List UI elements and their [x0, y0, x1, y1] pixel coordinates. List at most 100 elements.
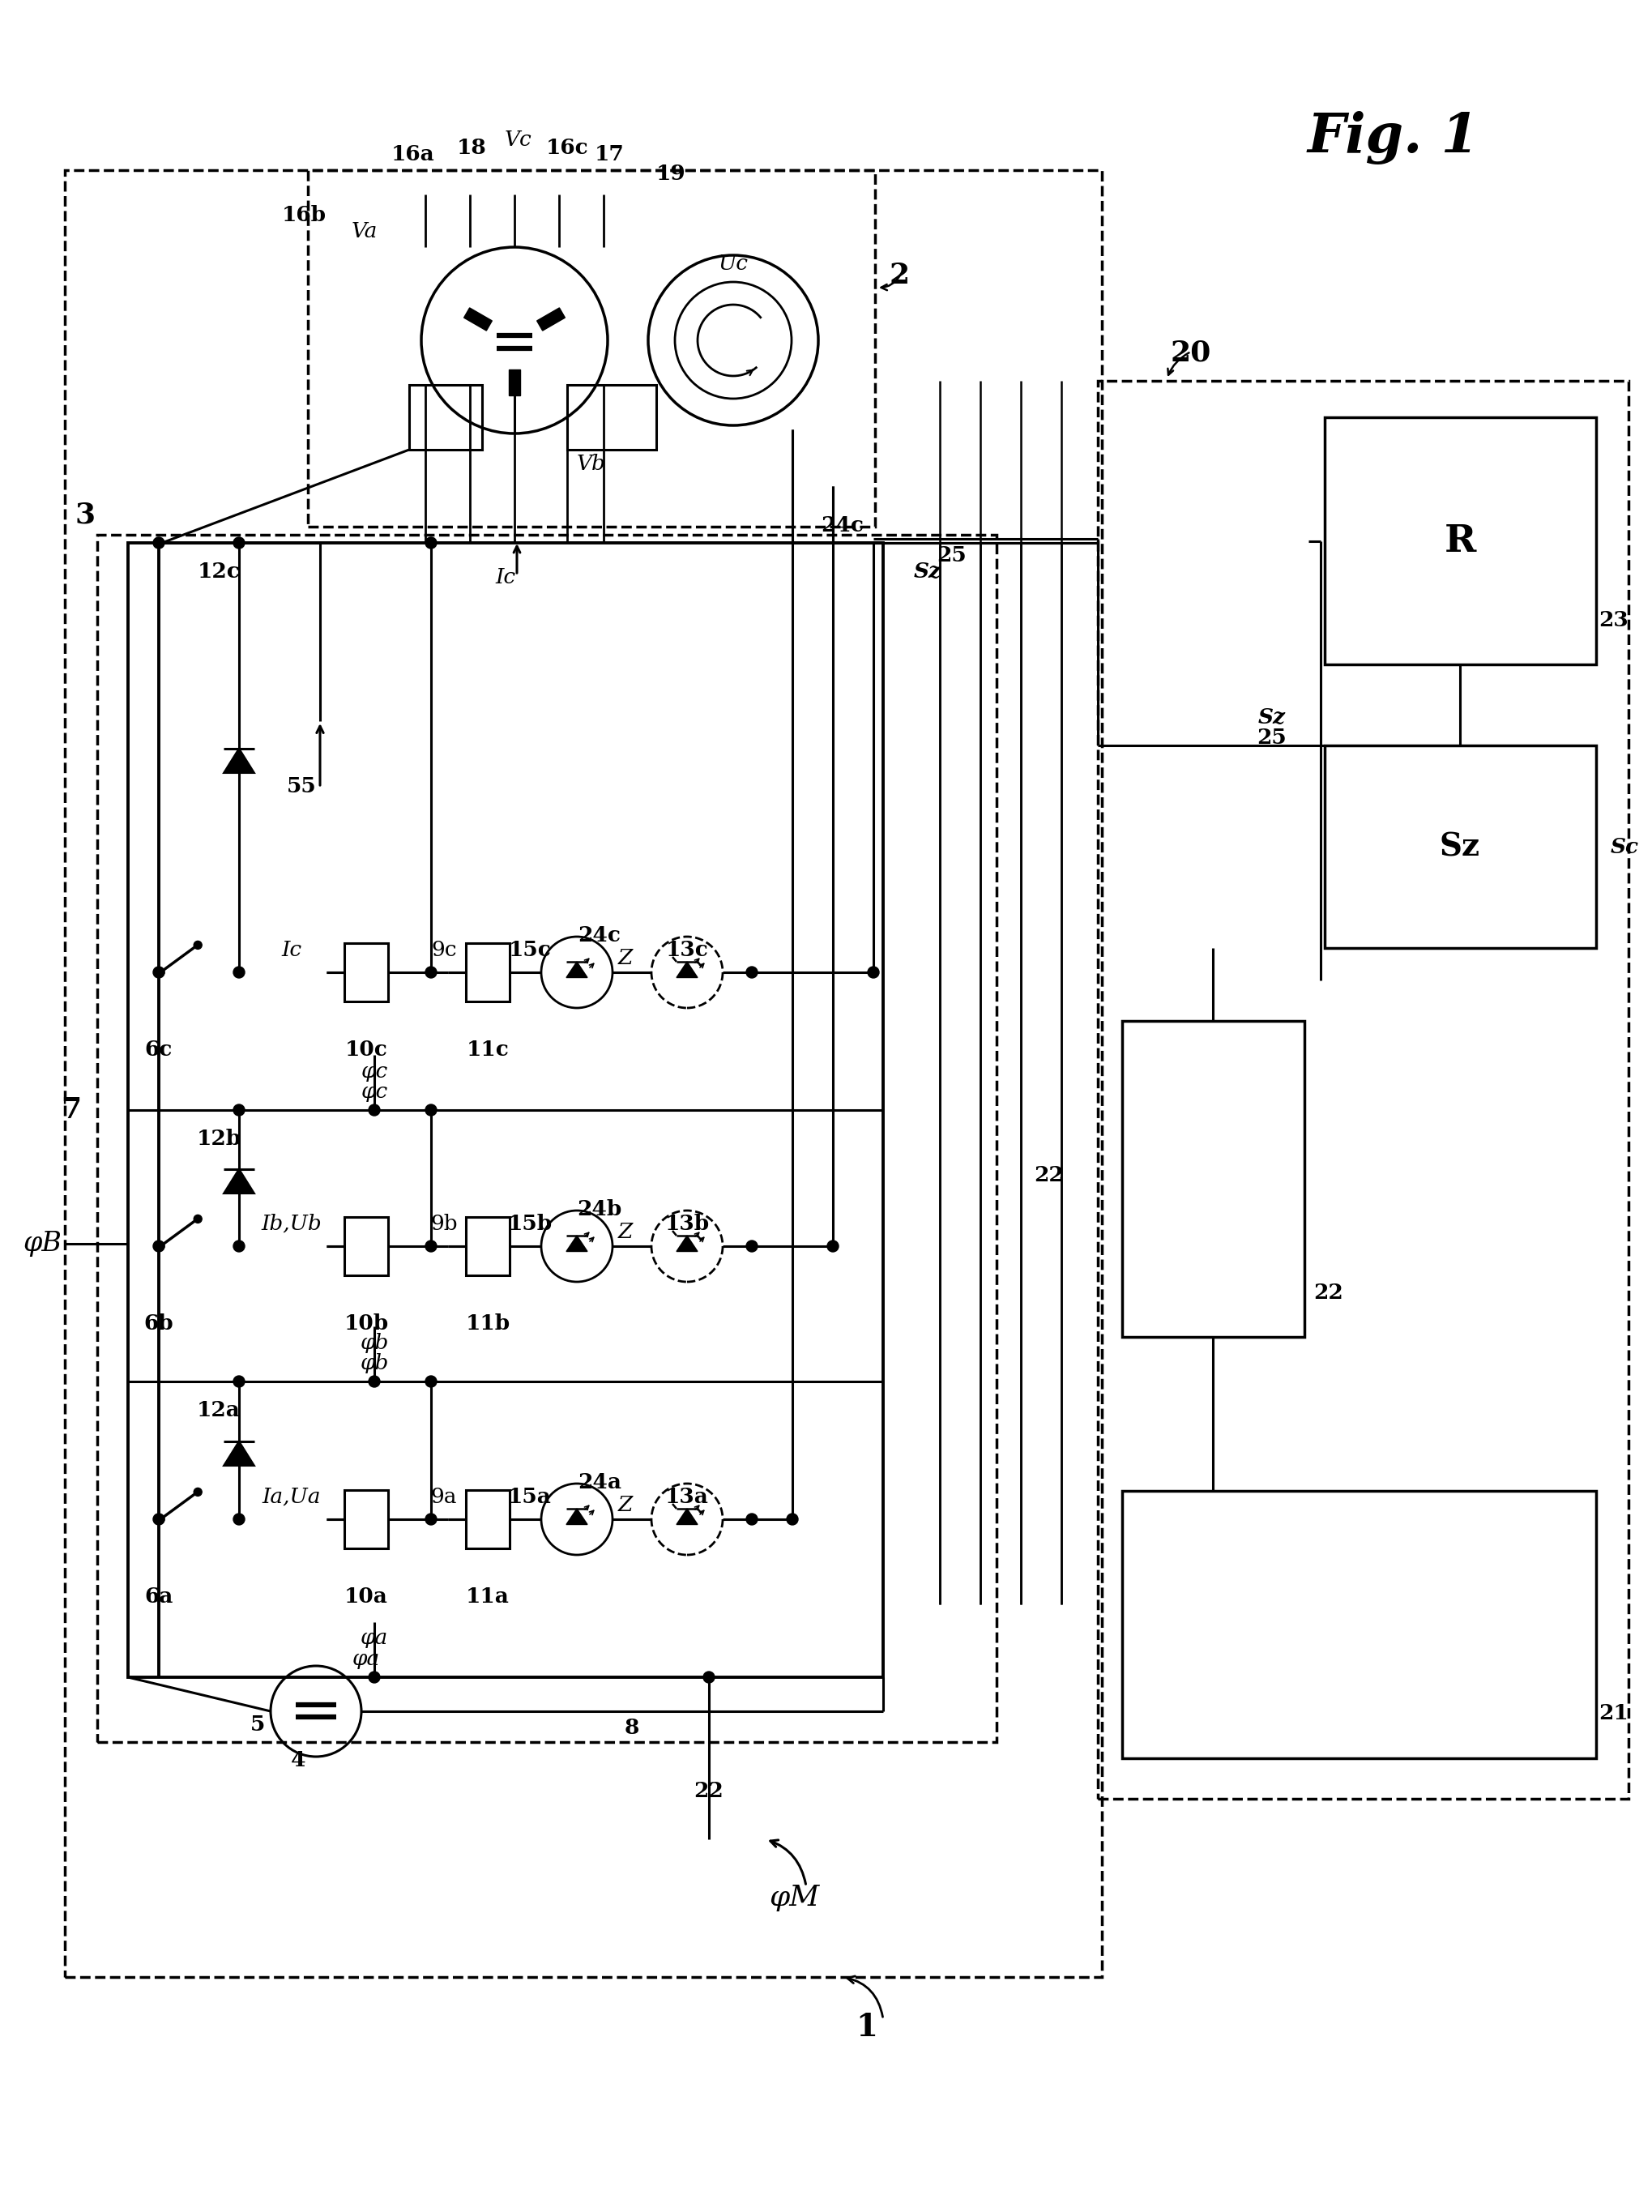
Bar	[464, 307, 492, 330]
Text: 13c: 13c	[666, 940, 709, 960]
Text: Fig. 1: Fig. 1	[1307, 111, 1479, 164]
Bar	[1122, 1022, 1303, 1336]
Text: Ia,Ua: Ia,Ua	[263, 1486, 320, 1506]
Circle shape	[154, 538, 165, 549]
Polygon shape	[223, 1442, 254, 1467]
Circle shape	[745, 967, 757, 978]
Text: 6b: 6b	[144, 1314, 173, 1334]
Bar	[344, 942, 388, 1002]
Circle shape	[154, 967, 165, 978]
Text: 15c: 15c	[509, 940, 552, 960]
Circle shape	[233, 1513, 244, 1524]
Text: 12b: 12b	[197, 1128, 241, 1148]
Bar	[410, 385, 482, 449]
Text: 22: 22	[1034, 1166, 1064, 1186]
Text: φB: φB	[23, 1230, 61, 1256]
Circle shape	[702, 1672, 714, 1683]
Text: 1: 1	[856, 2013, 877, 2042]
Bar	[1323, 745, 1596, 949]
Text: Sz: Sz	[1257, 708, 1285, 728]
Text: 21: 21	[1597, 1703, 1627, 1723]
Text: Sc: Sc	[1609, 836, 1637, 856]
Circle shape	[867, 967, 879, 978]
Text: φM: φM	[768, 1885, 819, 1911]
Text: 16c: 16c	[545, 137, 588, 157]
Bar	[127, 542, 882, 1677]
Text: 19: 19	[656, 164, 686, 184]
Text: Ic: Ic	[281, 940, 302, 960]
Text: φc: φc	[360, 1082, 388, 1102]
Text: 13a: 13a	[664, 1486, 709, 1506]
Circle shape	[157, 969, 165, 975]
Text: Ic: Ic	[496, 566, 515, 586]
Text: Vc: Vc	[504, 128, 532, 150]
Text: R: R	[1444, 522, 1475, 560]
Text: 10c: 10c	[345, 1040, 388, 1060]
Text: φb: φb	[360, 1354, 388, 1374]
Text: 12a: 12a	[197, 1400, 241, 1420]
Bar	[466, 1217, 509, 1276]
Text: 6c: 6c	[145, 1040, 173, 1060]
Polygon shape	[676, 1509, 697, 1524]
Bar	[64, 170, 1102, 1978]
Bar	[537, 307, 565, 330]
Circle shape	[425, 1513, 436, 1524]
Text: φc: φc	[360, 1062, 388, 1082]
Text: Z: Z	[618, 1495, 633, 1515]
Text: 3: 3	[74, 500, 96, 529]
Bar	[97, 535, 996, 1743]
Bar	[466, 942, 509, 1002]
Text: 2: 2	[889, 261, 909, 290]
Text: Va: Va	[352, 221, 378, 241]
Circle shape	[368, 1376, 380, 1387]
Text: 12c: 12c	[197, 562, 240, 582]
Polygon shape	[223, 1168, 254, 1194]
Text: 16b: 16b	[281, 204, 325, 226]
Text: Vb: Vb	[577, 453, 606, 473]
Text: 24b: 24b	[577, 1199, 621, 1219]
Text: 10b: 10b	[344, 1314, 388, 1334]
Circle shape	[425, 1104, 436, 1115]
Text: 4: 4	[291, 1750, 306, 1770]
Text: 25: 25	[1257, 728, 1287, 748]
Circle shape	[154, 1513, 165, 1524]
Circle shape	[193, 940, 202, 949]
Circle shape	[425, 1376, 436, 1387]
Bar	[344, 1217, 388, 1276]
Bar	[466, 1491, 509, 1548]
Text: 16a: 16a	[392, 144, 434, 164]
Bar	[1097, 380, 1627, 1798]
Text: 25: 25	[937, 544, 966, 564]
Circle shape	[193, 1489, 202, 1495]
Polygon shape	[567, 1237, 586, 1252]
Circle shape	[154, 1241, 165, 1252]
Text: Ib,Ub: Ib,Ub	[261, 1214, 322, 1234]
Text: Sz: Sz	[914, 562, 942, 582]
Circle shape	[826, 1241, 838, 1252]
Text: 18: 18	[456, 137, 486, 157]
Text: 24a: 24a	[578, 1471, 621, 1493]
Text: 24c: 24c	[578, 925, 621, 945]
Text: 10a: 10a	[344, 1586, 388, 1606]
Polygon shape	[676, 1237, 697, 1252]
Text: Sz: Sz	[1439, 832, 1480, 863]
Circle shape	[786, 1513, 798, 1524]
Text: 17: 17	[595, 144, 624, 164]
Text: 20: 20	[1170, 338, 1211, 367]
Bar	[1323, 418, 1596, 664]
Circle shape	[233, 1104, 244, 1115]
Text: 11c: 11c	[466, 1040, 509, 1060]
Text: Z: Z	[618, 1221, 633, 1241]
Text: 15b: 15b	[507, 1214, 552, 1234]
Bar	[567, 385, 656, 449]
Circle shape	[425, 538, 436, 549]
Bar	[344, 1491, 388, 1548]
Bar	[1122, 1491, 1596, 1759]
Text: 23: 23	[1597, 611, 1627, 630]
Text: 5: 5	[249, 1714, 264, 1734]
Circle shape	[425, 1241, 436, 1252]
Text: 6a: 6a	[144, 1586, 173, 1606]
Text: Z: Z	[618, 947, 633, 969]
Text: 7: 7	[61, 1097, 81, 1124]
Text: 22: 22	[694, 1781, 724, 1801]
